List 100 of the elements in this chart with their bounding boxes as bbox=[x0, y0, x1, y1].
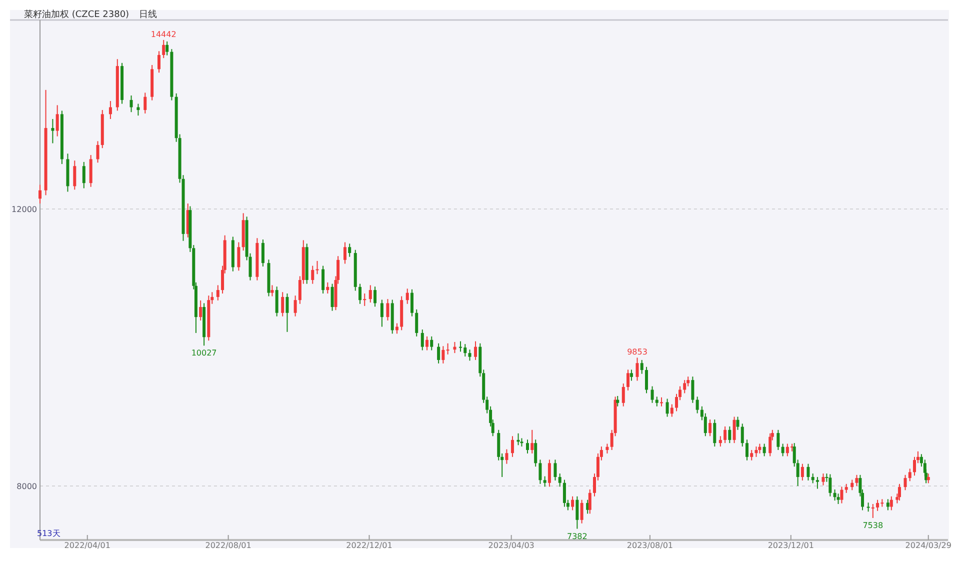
candlestick bbox=[886, 498, 890, 511]
candlestick bbox=[811, 473, 814, 484]
candlestick bbox=[510, 436, 514, 458]
candlestick bbox=[736, 416, 740, 430]
x-tick-label: 2022/08/01 bbox=[205, 541, 252, 550]
candlestick bbox=[330, 283, 334, 312]
x-tick-label: 2023/08/01 bbox=[626, 541, 674, 550]
x-tick-label: 2024/03/29 bbox=[905, 541, 952, 550]
candlestick bbox=[708, 419, 712, 437]
candlestick bbox=[199, 300, 202, 322]
candlestick bbox=[926, 473, 930, 484]
annotation: 10027 bbox=[191, 348, 217, 358]
candlestick bbox=[89, 154, 92, 188]
candlestick bbox=[786, 443, 789, 457]
candlestick bbox=[534, 439, 538, 468]
candlestick bbox=[468, 349, 472, 362]
candlestick bbox=[286, 293, 289, 332]
candlestick bbox=[724, 426, 727, 444]
candlestick bbox=[474, 340, 478, 360]
candlestick bbox=[96, 140, 100, 164]
candlestick bbox=[157, 50, 160, 74]
x-tick-label: 2023/12/01 bbox=[768, 541, 814, 550]
candlestick bbox=[261, 238, 264, 267]
candlestick bbox=[781, 443, 784, 457]
candlestick bbox=[326, 282, 330, 294]
candlestick bbox=[348, 243, 352, 258]
candlestick bbox=[446, 342, 450, 355]
annotation: 9853 bbox=[627, 348, 648, 357]
candlestick bbox=[776, 429, 780, 450]
candlestick bbox=[908, 468, 912, 482]
candlestick bbox=[822, 473, 825, 486]
x-tick-label: 2022/12/01 bbox=[346, 541, 392, 550]
candlestick bbox=[363, 293, 366, 306]
candlestick bbox=[713, 419, 716, 448]
candlestick bbox=[322, 265, 325, 294]
annotation: 513天 bbox=[37, 529, 60, 538]
candlestick bbox=[576, 496, 579, 530]
candlestick bbox=[526, 439, 529, 454]
candlestick bbox=[270, 284, 274, 297]
candlestick bbox=[650, 386, 654, 404]
candlestick bbox=[898, 483, 901, 502]
chart-title: 菜籽油加权 (CZCE 2380) bbox=[24, 9, 130, 20]
candlestick bbox=[311, 265, 314, 284]
candlestick bbox=[740, 423, 744, 448]
candlestick bbox=[904, 474, 907, 491]
candlestick bbox=[732, 416, 736, 444]
candlestick bbox=[718, 436, 722, 448]
candlestick bbox=[768, 432, 772, 457]
y-tick-label: 12000 bbox=[12, 205, 37, 214]
candlestick bbox=[358, 283, 362, 304]
candlestick bbox=[750, 449, 754, 461]
candlestick bbox=[816, 476, 819, 490]
candlestick bbox=[833, 488, 836, 502]
candlestick bbox=[644, 366, 648, 394]
candlestick bbox=[636, 357, 639, 382]
candlestick bbox=[630, 369, 633, 382]
candlestick bbox=[606, 443, 609, 454]
candlestick bbox=[660, 396, 664, 407]
candlestick bbox=[728, 426, 732, 444]
candlestick bbox=[166, 40, 169, 56]
candlestick bbox=[580, 499, 584, 524]
candlestick bbox=[108, 100, 112, 120]
candlestick bbox=[670, 404, 674, 418]
candlestick bbox=[655, 396, 658, 407]
annotation: 14442 bbox=[150, 30, 176, 39]
candlestick bbox=[406, 288, 409, 304]
candlestick bbox=[410, 288, 414, 317]
candlestick bbox=[543, 476, 546, 488]
candlestick bbox=[144, 92, 147, 114]
candlestick bbox=[368, 284, 372, 304]
candlestick bbox=[844, 483, 848, 494]
candlestick bbox=[745, 439, 748, 461]
candlestick bbox=[758, 443, 762, 454]
candlestick bbox=[130, 94, 133, 113]
candlestick bbox=[622, 383, 625, 407]
candlestick bbox=[762, 443, 766, 457]
annotation: 7382 bbox=[566, 532, 588, 541]
candlestick bbox=[666, 398, 669, 418]
candlestick bbox=[294, 295, 297, 317]
candlestick bbox=[626, 369, 630, 391]
candlestick bbox=[890, 496, 893, 511]
candlestick bbox=[806, 463, 810, 481]
candlestick bbox=[380, 299, 384, 328]
x-tick-label: 2022/04/01 bbox=[64, 541, 110, 550]
candlestick bbox=[162, 39, 166, 59]
candlestick bbox=[588, 488, 592, 514]
candlestick bbox=[554, 459, 557, 481]
candlestick bbox=[73, 160, 76, 190]
candlestick bbox=[876, 499, 880, 512]
candlestick bbox=[453, 341, 456, 354]
candlestick bbox=[415, 308, 418, 337]
candlestick bbox=[430, 336, 434, 351]
candlestick bbox=[640, 359, 644, 374]
annotation: 7538 bbox=[862, 520, 884, 530]
candlestick bbox=[216, 284, 220, 301]
candlestick bbox=[136, 103, 140, 116]
candlestick bbox=[558, 473, 562, 488]
x-tick-label: 2023/04/03 bbox=[488, 541, 534, 550]
candlestick bbox=[56, 104, 59, 137]
candlestick bbox=[420, 329, 424, 351]
